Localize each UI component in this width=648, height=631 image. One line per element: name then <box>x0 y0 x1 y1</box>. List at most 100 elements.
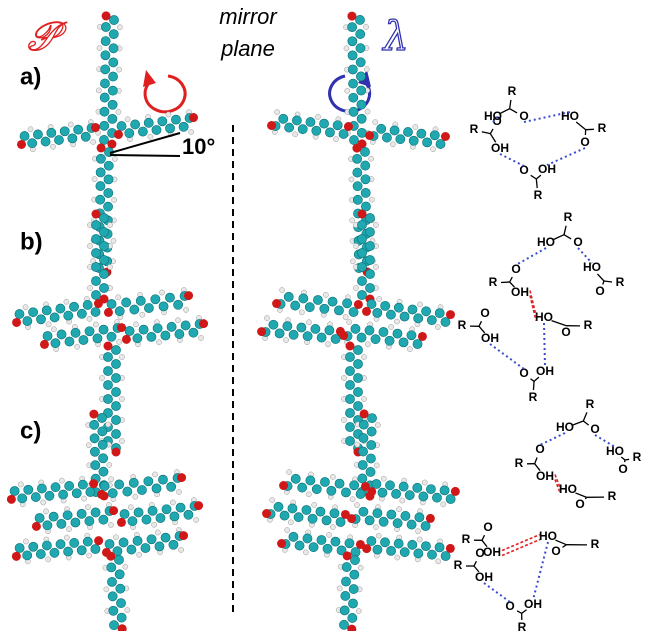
carbon <box>330 509 339 518</box>
carbon <box>399 482 408 491</box>
bond <box>474 561 476 566</box>
oxygen <box>17 140 26 149</box>
hydrogen-bond <box>490 344 524 369</box>
carbon <box>413 339 422 348</box>
oxygen <box>418 332 427 341</box>
hydrogen <box>330 474 335 479</box>
oxygen <box>117 518 126 527</box>
carbon <box>71 518 80 527</box>
atom-label: OH <box>475 570 493 584</box>
hydrogen <box>87 316 92 321</box>
hydrogen <box>306 320 311 325</box>
carbon <box>115 570 124 579</box>
carbon <box>366 467 375 476</box>
carbon <box>28 139 37 148</box>
carbon <box>403 127 412 136</box>
bond <box>583 421 588 425</box>
carbon <box>119 538 128 547</box>
carbon <box>356 58 365 67</box>
carbon <box>148 506 157 515</box>
carbon <box>361 188 370 197</box>
carbon <box>90 434 99 443</box>
carbon <box>291 301 300 310</box>
oxygen <box>104 308 113 317</box>
bond <box>510 277 513 282</box>
oxygen <box>262 509 271 518</box>
atom-label: OH <box>483 545 501 559</box>
carbon <box>341 577 350 586</box>
carbon <box>289 330 298 339</box>
hydrogen <box>435 324 440 329</box>
oxygen <box>179 531 188 540</box>
carbon <box>100 107 109 116</box>
oxygen <box>272 299 281 308</box>
carbon <box>421 542 430 551</box>
hydrogen <box>350 259 355 264</box>
carbon <box>400 548 409 557</box>
bond <box>510 100 511 109</box>
hydrogen <box>377 296 382 301</box>
hydrogen <box>422 480 427 485</box>
carbon <box>359 420 368 429</box>
hydrogen <box>109 477 114 482</box>
oxygen <box>352 144 361 153</box>
oxygen <box>344 122 353 131</box>
carbon <box>165 124 174 133</box>
carbon <box>29 308 38 317</box>
hydrogen <box>125 117 130 122</box>
carbon <box>385 481 394 490</box>
hydrogen <box>373 524 378 529</box>
carbon <box>294 513 303 522</box>
carbon <box>328 297 337 306</box>
carbon <box>101 37 110 46</box>
hydrogen <box>46 557 51 562</box>
hydrogen <box>133 494 138 499</box>
oxygen <box>194 501 203 510</box>
oxygen <box>361 482 370 491</box>
atom-label: O <box>483 520 492 534</box>
carbon <box>83 300 92 309</box>
hydrogen <box>179 547 184 552</box>
hydrogen <box>64 535 69 540</box>
carbon <box>91 544 100 553</box>
carbon <box>289 532 298 541</box>
carbon <box>303 332 312 341</box>
carbon <box>104 188 113 197</box>
atom-label: R <box>586 397 595 411</box>
carbon <box>97 413 106 422</box>
hydrogen <box>299 310 304 315</box>
carbon <box>23 316 32 325</box>
atom-label: R <box>462 532 471 546</box>
atom-label: R <box>633 450 642 464</box>
carbon <box>136 296 145 305</box>
carbon <box>419 492 428 501</box>
carbon <box>353 401 362 410</box>
carbon <box>151 295 160 304</box>
bond <box>479 321 482 326</box>
carbon <box>104 175 113 184</box>
carbon <box>98 440 107 449</box>
carbon <box>141 543 150 552</box>
carbon <box>99 255 108 264</box>
hydrogen <box>270 497 275 502</box>
carbon <box>184 510 193 519</box>
carbon <box>306 117 315 126</box>
atom-label: OH <box>481 331 499 345</box>
carbon <box>56 304 65 313</box>
hydrogen <box>341 375 346 380</box>
hydrogen <box>350 218 355 223</box>
carbon <box>345 539 354 548</box>
carbon <box>50 313 59 322</box>
figure: 𝒫 mirror plane 𝜆 a) b) c) 10° RHOOROOHHO… <box>0 0 648 631</box>
carbon <box>373 308 382 317</box>
hydrogen <box>87 285 92 290</box>
carbon <box>366 454 375 463</box>
hydrogen <box>288 520 293 525</box>
hydrogen <box>361 354 366 359</box>
carbon <box>108 592 117 601</box>
hydrogen <box>113 535 118 540</box>
carbon <box>341 488 350 497</box>
carbon <box>348 37 357 46</box>
hydrogen <box>43 509 48 514</box>
carbon <box>325 128 334 137</box>
